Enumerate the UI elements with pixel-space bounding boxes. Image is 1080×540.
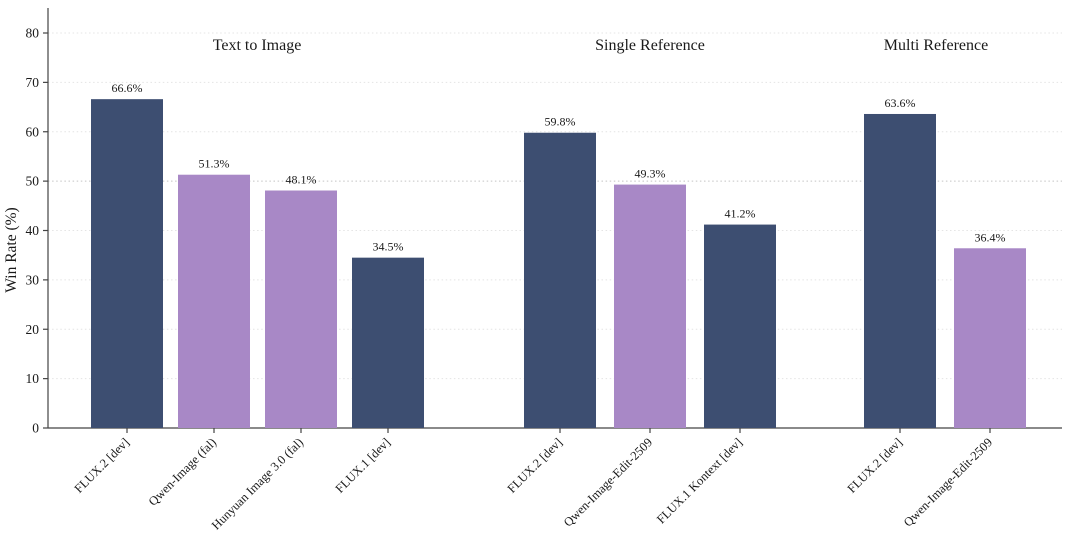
group-title-2: Multi Reference [884, 37, 988, 54]
bar-value-label: 36.4% [975, 230, 1006, 244]
bar-Qwen-Image (fal) [178, 174, 250, 428]
bar-value-label: 48.1% [286, 173, 317, 187]
x-tick-label: FLUX.2 [dev] [72, 435, 132, 495]
y-tick-label-50: 50 [26, 174, 40, 189]
y-tick-label-0: 0 [32, 421, 39, 436]
x-tick-label: Hunyuan Image 3.0 (fal) [209, 435, 306, 532]
bar-value-label: 66.6% [112, 81, 143, 95]
bar-value-label: 59.8% [545, 115, 576, 129]
y-tick-label-10: 10 [26, 371, 40, 386]
x-tick-label: Qwen-Image (fal) [146, 435, 219, 508]
bar-value-label: 63.6% [885, 96, 916, 110]
bar-Qwen-Image-Edit-2509 [614, 184, 686, 428]
bar-Qwen-Image-Edit-2509 [954, 248, 1026, 428]
bar-value-label: 41.2% [725, 207, 756, 221]
y-tick-label-60: 60 [26, 124, 40, 139]
y-axis-title: Win Rate (%) [3, 207, 20, 292]
bar-FLUX.2 [dev] [524, 132, 596, 429]
y-tick-label-40: 40 [26, 223, 40, 238]
bar-value-label: 49.3% [635, 167, 666, 181]
x-tick-label: FLUX.2 [dev] [845, 435, 905, 495]
bar-FLUX.2 [dev] [91, 99, 163, 428]
bar-value-label: 34.5% [373, 240, 404, 254]
x-tick-label: FLUX.1 [dev] [333, 435, 393, 495]
group-title-1: Single Reference [595, 37, 705, 54]
y-tick-label-20: 20 [26, 322, 40, 337]
x-tick-label: FLUX.1 Kontext [dev] [654, 435, 745, 526]
y-tick-label-80: 80 [26, 26, 40, 41]
x-tick-label: Qwen-Image-Edit-2509 [561, 435, 655, 529]
y-tick-label-30: 30 [26, 272, 40, 287]
bar-FLUX.1 [dev] [352, 257, 424, 428]
bar-Hunyuan Image 3.0 (fal) [265, 190, 337, 428]
bar-FLUX.2 [dev] [864, 113, 936, 428]
group-title-0: Text to Image [213, 37, 302, 54]
bar-FLUX.1 Kontext [dev] [704, 224, 776, 428]
bar-value-label: 51.3% [199, 157, 230, 171]
x-tick-label: Qwen-Image-Edit-2509 [901, 435, 995, 529]
x-tick-label: FLUX.2 [dev] [505, 435, 565, 495]
y-tick-label-70: 70 [26, 75, 40, 90]
